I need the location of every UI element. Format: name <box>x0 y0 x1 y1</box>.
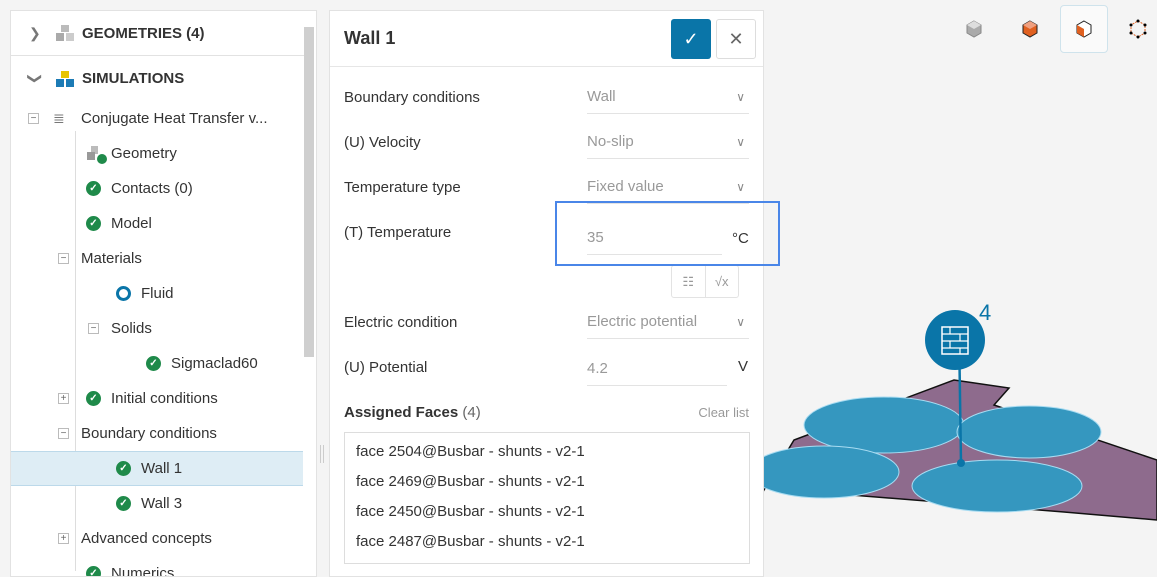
tree-item-numerics[interactable]: ✓ Numerics <box>11 556 306 576</box>
chevron-down-icon: ∨ <box>736 90 745 104</box>
check-icon: ✓ <box>116 496 131 511</box>
simulation-tree: ❯ GEOMETRIES (4) ❯ SIMULATIONS − ≣ Conju… <box>10 10 317 577</box>
geometries-icon <box>56 25 74 41</box>
check-icon: ✓ <box>86 216 101 231</box>
potential-input[interactable]: 4.2 <box>587 352 727 386</box>
check-icon: ✓ <box>86 181 101 196</box>
tree-item-geometry[interactable]: Geometry <box>11 136 306 171</box>
geometries-label: GEOMETRIES (4) <box>82 24 205 42</box>
tree-item-wall-3[interactable]: ✓ Wall 3 <box>11 486 306 521</box>
cube-edges-icon <box>1022 20 1038 38</box>
input-mode-toggle: ☷ √x <box>671 265 739 298</box>
velocity-select[interactable]: No-slip ∨ <box>587 125 749 159</box>
wireframe-view-button[interactable] <box>1114 5 1157 53</box>
face <box>764 445 900 499</box>
chevron-down-icon: ∨ <box>736 180 745 194</box>
scrollbar[interactable] <box>304 27 314 357</box>
circle-icon <box>116 286 131 301</box>
face <box>803 396 965 454</box>
confirm-button[interactable]: ✓ <box>671 19 711 59</box>
expand-icon[interactable]: + <box>58 533 69 544</box>
close-button[interactable]: ✕ <box>716 19 756 59</box>
potential-unit: V <box>738 358 749 375</box>
list-item[interactable]: face 2469@Busbar - shunts - v2-1 <box>356 473 585 490</box>
simulations-section[interactable]: ❯ SIMULATIONS <box>11 56 306 101</box>
collapse-icon[interactable]: − <box>88 323 99 334</box>
tree-item-fluid[interactable]: Fluid <box>11 276 306 311</box>
collapse-icon[interactable]: − <box>28 113 39 124</box>
collapse-icon[interactable]: − <box>58 253 69 264</box>
tree-item-model[interactable]: ✓ Model <box>11 206 306 241</box>
check-icon: ✓ <box>146 356 161 371</box>
boundary-conditions-select[interactable]: Wall ∨ <box>587 80 749 114</box>
electric-condition-label: Electric condition <box>344 314 458 331</box>
tree-item-advanced-concepts[interactable]: + Advanced concepts <box>11 521 306 556</box>
formula-icon[interactable]: √x <box>714 274 729 289</box>
surface-edges-view-button[interactable] <box>1060 5 1108 53</box>
solid-view-button[interactable] <box>950 5 998 53</box>
chevron-down-icon: ∨ <box>736 135 745 149</box>
face <box>956 405 1102 459</box>
temperature-unit: °C <box>732 230 749 247</box>
temperature-label: (T) Temperature <box>344 224 452 241</box>
velocity-label: (U) Velocity <box>344 134 421 151</box>
resize-handle[interactable] <box>320 445 324 463</box>
clear-list-link[interactable]: Clear list <box>698 405 749 420</box>
panel-title: Wall 1 <box>344 28 396 48</box>
simulations-icon <box>56 70 74 87</box>
boundary-condition-panel: Wall 1 ✓ ✕ Boundary conditions Wall ∨ (U)… <box>329 10 764 577</box>
chevron-down-icon[interactable]: ❯ <box>27 72 44 85</box>
tree-item-boundary-conditions[interactable]: − Boundary conditions <box>11 416 306 451</box>
tree-item-initial-conditions[interactable]: + ✓ Initial conditions <box>11 381 306 416</box>
boundary-conditions-label: Boundary conditions <box>344 89 480 106</box>
list-item[interactable]: face 2450@Busbar - shunts - v2-1 <box>356 503 585 520</box>
list-item[interactable]: face 2504@Busbar - shunts - v2-1 <box>356 443 585 460</box>
tree-item-solids[interactable]: − Solids <box>11 311 306 346</box>
electric-condition-select[interactable]: Electric potential ∨ <box>587 305 749 339</box>
chevron-right-icon[interactable]: ❯ <box>29 24 41 41</box>
check-icon: ✓ <box>116 461 131 476</box>
geometries-section[interactable]: ❯ GEOMETRIES (4) <box>11 11 306 56</box>
check-icon: ✓ <box>86 391 101 406</box>
highlight-box <box>555 201 780 266</box>
table-icon[interactable]: ☷ <box>672 266 706 297</box>
tree-item-sigmaclad60[interactable]: ✓ Sigmaclad60 <box>11 346 306 381</box>
tree-item-simulation[interactable]: − ≣ Conjugate Heat Transfer v... <box>11 101 306 136</box>
chevron-down-icon: ∨ <box>736 315 745 329</box>
solid-edges-view-button[interactable] <box>1006 5 1054 53</box>
cube-outline-icon <box>1076 20 1092 38</box>
tree-item-wall-1[interactable]: ✓ Wall 1 <box>11 451 303 486</box>
potential-label: (U) Potential <box>344 359 428 376</box>
temperature-type-select[interactable]: Fixed value ∨ <box>587 170 749 204</box>
list-item[interactable]: face 2487@Busbar - shunts - v2-1 <box>356 533 585 550</box>
check-icon: ✓ <box>86 566 101 576</box>
tree-item-contacts[interactable]: ✓ Contacts (0) <box>11 171 306 206</box>
collapse-icon[interactable]: − <box>58 428 69 439</box>
cube-wireframe-icon <box>1129 19 1147 39</box>
assigned-faces-label: Assigned Faces (4) <box>344 404 481 421</box>
temperature-type-label: Temperature type <box>344 179 461 196</box>
3d-model-viewport[interactable]: 4 <box>764 290 1157 530</box>
assigned-faces-list: face 2504@Busbar - shunts - v2-1 face 24… <box>344 432 750 564</box>
cube-solid-icon <box>966 20 982 38</box>
simulation-icon: ≣ <box>53 110 65 126</box>
temperature-input[interactable]: 35 <box>587 221 722 255</box>
face <box>911 459 1083 513</box>
wall-marker-icon <box>925 310 985 370</box>
marker-count: 4 <box>979 300 991 325</box>
expand-icon[interactable]: + <box>58 393 69 404</box>
tree-item-materials[interactable]: − Materials <box>11 241 306 276</box>
geometry-check-icon <box>87 145 107 164</box>
simulations-label: SIMULATIONS <box>82 70 185 87</box>
